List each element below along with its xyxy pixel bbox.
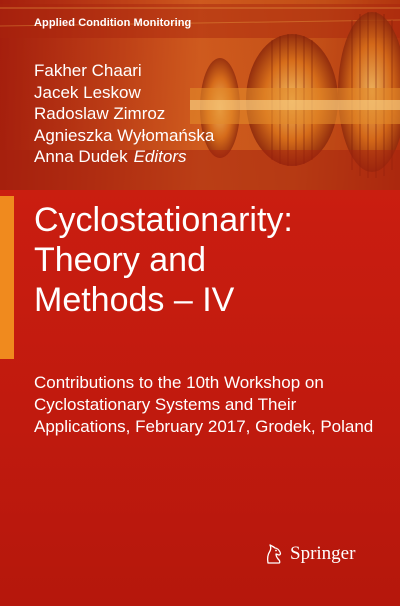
editor-name: Agnieszka Wyłomańska bbox=[34, 125, 215, 145]
editor-name-last: Anna Dudek Editors bbox=[34, 146, 214, 168]
horse-head-icon bbox=[266, 544, 282, 564]
publisher-name: Springer bbox=[290, 543, 356, 564]
title-line: Cyclostationarity: bbox=[34, 201, 293, 239]
series-name: Applied Condition Monitoring bbox=[34, 17, 192, 29]
editors-list: Fakher Chaari Jacek Leskow Radoslaw Zimr… bbox=[34, 60, 214, 168]
turbine-illustration bbox=[0, 0, 400, 190]
accent-bar bbox=[0, 196, 14, 359]
book-title: Cyclostationarity: Theory and Methods – … bbox=[34, 200, 384, 320]
turbine-photo bbox=[0, 0, 400, 190]
editor-name: Fakher Chaari bbox=[34, 61, 142, 80]
editors-role: Editors bbox=[133, 147, 187, 166]
publisher-logo: Springer bbox=[262, 543, 355, 565]
editor-name: Jacek Leskow bbox=[34, 82, 141, 102]
editor-name: Anna Dudek bbox=[34, 147, 128, 166]
book-subtitle: Contributions to the 10th Workshop on Cy… bbox=[34, 373, 374, 436]
title-line: Methods – IV bbox=[34, 281, 235, 319]
editor-name: Radoslaw Zimroz bbox=[34, 104, 166, 123]
title-line: Theory and bbox=[34, 241, 206, 279]
